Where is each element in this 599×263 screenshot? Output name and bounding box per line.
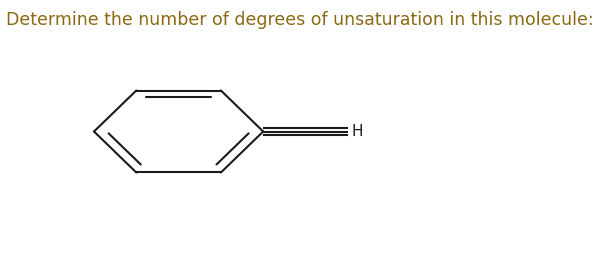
Text: H: H [352,124,363,139]
Text: Determine the number of degrees of unsaturation in this molecule:: Determine the number of degrees of unsat… [5,11,593,28]
